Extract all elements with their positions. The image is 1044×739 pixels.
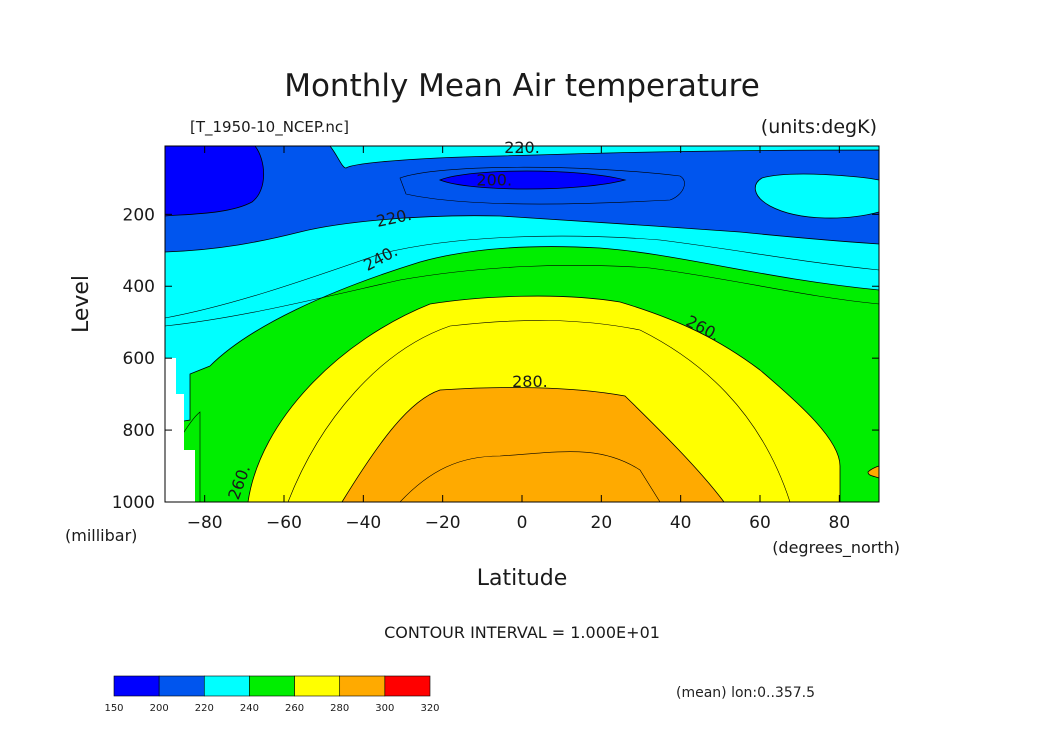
- band-200-220: [165, 146, 879, 253]
- colorbar: 150 200 220 240 260 280 300 320: [104, 675, 440, 714]
- colorbar-level-label: 280: [330, 703, 349, 714]
- y-tick-label: 600: [123, 349, 155, 369]
- y-tick-label: 200: [123, 205, 155, 225]
- contour-field: [165, 146, 879, 502]
- colorbar-level-label: 200: [150, 703, 169, 714]
- x-tick-label: −60: [266, 513, 302, 533]
- mean-text: (mean) lon:0..357.5: [676, 685, 815, 701]
- colorbar-swatch: [384, 675, 431, 697]
- x-tick-label: 0: [517, 513, 528, 533]
- colorbar-level-label: 150: [104, 703, 123, 714]
- band-150-200-center: [438, 170, 627, 190]
- y-units-label: (millibar): [65, 526, 137, 545]
- colorbar-level-label: 260: [285, 703, 304, 714]
- file-label: [T_1950-10_NCEP.nc]: [190, 118, 349, 137]
- colorbar-swatch: [249, 675, 295, 697]
- y-axis-label: Level: [69, 275, 94, 333]
- colorbar-swatch: [113, 675, 160, 697]
- band-150-200-left: [165, 146, 264, 217]
- chart-title: Monthly Mean Air temperature: [284, 68, 760, 104]
- colorbar-level-label: 240: [240, 703, 259, 714]
- colorbar-swatch: [203, 675, 250, 697]
- y-tick-label: 400: [123, 277, 155, 297]
- x-units-label: (degrees_north): [772, 538, 900, 558]
- contour-interval-text: CONTOUR INTERVAL = 1.000E+01: [384, 623, 660, 642]
- units-label: (units:degK): [761, 116, 877, 138]
- colorbar-level-label: 300: [375, 703, 394, 714]
- x-tick-label: 60: [749, 513, 771, 533]
- y-tick-label: 1000: [112, 493, 155, 513]
- x-axis-label: Latitude: [477, 566, 568, 591]
- x-tick-label: 40: [670, 513, 692, 533]
- contour-label: 280.: [512, 372, 548, 391]
- x-tick-label: −40: [345, 513, 381, 533]
- x-tick-label: −80: [187, 513, 223, 533]
- x-axis: −80 −60 −40 −20 0 20 40 60 80: [187, 146, 850, 533]
- y-axis: 200 400 600 800 1000: [112, 205, 879, 513]
- x-tick-label: −20: [425, 513, 461, 533]
- y-tick-label: 800: [123, 421, 155, 441]
- x-tick-label: 80: [829, 513, 851, 533]
- contour-label: 200.: [476, 171, 512, 190]
- colorbar-swatch: [158, 675, 205, 697]
- colorbar-swatch: [339, 675, 386, 697]
- band-280-300-edge: [867, 465, 879, 479]
- band-cyan-patch: [754, 173, 879, 219]
- x-tick-label: 20: [591, 513, 613, 533]
- minor-contours: [165, 166, 879, 502]
- colorbar-swatch: [294, 675, 341, 697]
- colorbar-level-label: 220: [195, 703, 214, 714]
- band-280-300: [341, 387, 725, 502]
- colorbar-level-label: 320: [420, 703, 439, 714]
